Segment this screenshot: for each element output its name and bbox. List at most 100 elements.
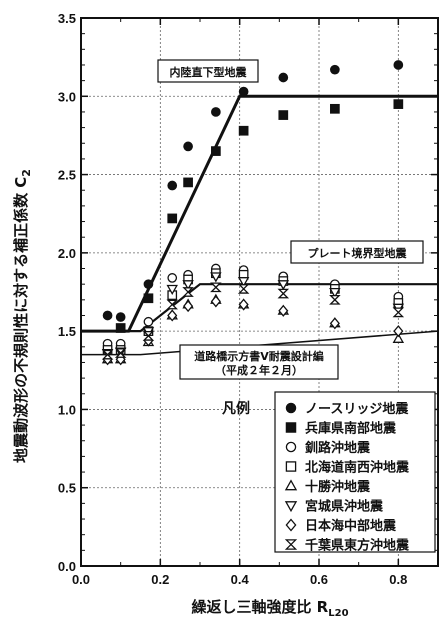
filled-circle-marker: [330, 64, 340, 75]
bowtie-marker: [182, 287, 194, 297]
line-label-inland: 内陸直下型地震: [170, 65, 248, 79]
filled-circle-marker: [278, 72, 289, 83]
open-triangle-down-marker: [329, 287, 341, 299]
legend-entry: 日本海中部地震: [305, 518, 397, 534]
open-triangle-down-marker: [237, 277, 250, 288]
open-square-marker: [285, 461, 297, 472]
bowtie-marker: [210, 282, 222, 293]
open-triangle-up-marker: [284, 479, 298, 491]
y-tick-label: 1.0: [58, 402, 76, 417]
line-label-plate: プレート境界型地震: [308, 246, 408, 260]
filled-circle-marker: [102, 310, 113, 321]
y-tick-label: 2.5: [58, 168, 76, 183]
data-points: [101, 60, 405, 366]
x-axis-label-subscript: L20: [328, 608, 348, 619]
bowtie-marker: [101, 349, 114, 360]
x-axis-label-text: 繰返し三軸強度比 R: [191, 598, 328, 616]
y-tick-label: 0.5: [58, 481, 76, 496]
open-circle-marker: [143, 316, 154, 327]
y-tick-label: 1.5: [58, 324, 76, 339]
open-triangle-down-marker: [182, 280, 194, 291]
y-tick-label: 3.0: [58, 89, 76, 104]
bowtie-marker: [114, 348, 127, 358]
filled-circle-marker: [211, 107, 221, 117]
filled-circle-marker: [238, 86, 249, 97]
y-tick-label: 2.0: [58, 246, 76, 261]
filled-square-marker: [183, 177, 193, 188]
open-triangle-down-marker: [284, 501, 298, 513]
open-diamond-marker: [278, 304, 289, 317]
filled-square-marker: [238, 125, 249, 136]
open-triangle-down-marker: [277, 280, 290, 291]
open-circle-marker: [167, 273, 178, 283]
open-diamond-marker: [329, 317, 340, 330]
x-tick-label: 0.2: [151, 572, 169, 587]
filled-circle-marker: [143, 279, 154, 290]
bowtie-marker: [166, 299, 179, 310]
y-axis-label: 地震動波形の不規則性に対する補正係数 C2: [12, 169, 33, 463]
open-diamond-marker: [393, 325, 404, 338]
bowtie-marker: [392, 307, 405, 318]
line-label-spec: 道路橋示方書Ⅴ耐震設計編: [194, 349, 324, 363]
bowtie-marker: [277, 288, 290, 299]
label-box: [179, 344, 339, 380]
legend-entry: 釧路沖地震: [305, 440, 371, 456]
line-label-spec-date: （平成２年２月）: [215, 363, 303, 377]
filled-square-marker: [167, 213, 178, 224]
reference-lines: [81, 94, 439, 356]
x-tick-label: 0.0: [72, 572, 90, 587]
open-triangle-down-marker: [210, 272, 222, 283]
legend-entry: 十勝沖地震: [305, 479, 371, 495]
filled-square-marker: [143, 293, 154, 304]
filled-square-marker: [393, 99, 404, 109]
open-circle-marker: [285, 441, 297, 453]
y-axis-label-subscript: 2: [20, 169, 33, 177]
bowtie-marker: [329, 294, 341, 305]
bowtie-marker: [237, 284, 250, 294]
curve-line: [81, 283, 438, 333]
open-triangle-down-marker: [166, 284, 178, 296]
filled-circle-marker: [183, 141, 193, 152]
x-tick-label: 0.4: [231, 572, 250, 587]
legend-title: 凡例: [222, 400, 250, 417]
legend: ノースリッジ地震兵庫県南部地震釧路沖地震北海道南西沖地震十勝沖地震宮城県沖地震日…: [274, 391, 436, 554]
legend-entry: 北海道南西沖地震: [305, 460, 410, 476]
legend-entry: 宮城県沖地震: [305, 499, 384, 515]
label-box: [290, 240, 424, 264]
curve-line: [81, 330, 439, 356]
legend-box: [274, 391, 436, 553]
y-tick-label: 0.0: [58, 559, 76, 574]
filled-square-marker: [285, 422, 297, 433]
filled-circle-marker: [115, 312, 126, 322]
open-diamond-marker: [167, 309, 178, 322]
filled-square-marker: [330, 103, 340, 114]
bowtie-marker: [284, 539, 298, 550]
svg-text:地震動波形の不規則性に対する補正係数 C2: 地震動波形の不規則性に対する補正係数 C2: [12, 169, 33, 463]
open-diamond-marker: [285, 518, 297, 532]
open-diamond-marker: [183, 300, 194, 313]
x-axis-label: 繰返し三軸強度比 RL20: [191, 598, 348, 619]
open-diamond-marker: [238, 298, 249, 311]
open-diamond-marker: [210, 295, 221, 308]
y-tick-label: 3.5: [58, 11, 76, 26]
legend-entry: ノースリッジ地震: [305, 401, 409, 417]
filled-square-marker: [115, 323, 126, 333]
plot-frame: [80, 17, 439, 567]
y-axis-label-text: 地震動波形の不規則性に対する補正係数 C: [12, 177, 30, 463]
filled-circle-marker: [167, 180, 178, 191]
legend-entry: 千葉県東方沖地震: [305, 538, 410, 554]
label-box: [157, 59, 259, 83]
curve-line: [81, 94, 438, 333]
x-tick-label: 0.6: [310, 572, 328, 587]
filled-circle-marker: [285, 402, 297, 414]
bowtie-marker: [142, 330, 155, 341]
x-tick-label: 0.8: [389, 572, 407, 587]
open-triangle-up-marker: [392, 332, 405, 343]
legend-entry: 兵庫県南部地震: [305, 421, 397, 437]
filled-square-marker: [211, 146, 221, 156]
filled-square-marker: [278, 110, 289, 120]
filled-circle-marker: [393, 60, 404, 70]
axis-ticks: 0.0 0.5 1.0 1.5 2.0 2.5 3.0 3.5 0.0 0.2 0.4 0.6 0.8: [58, 11, 438, 587]
